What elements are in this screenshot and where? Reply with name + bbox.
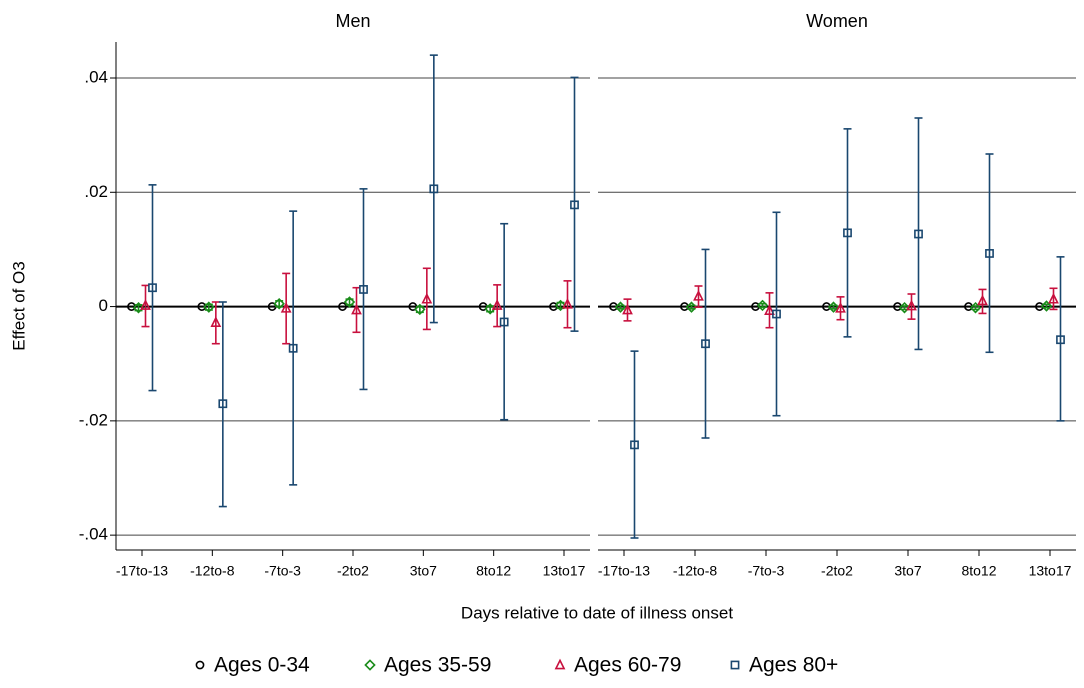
x-tick-label: -2to2 [821,563,853,579]
point [570,200,579,210]
x-tick-label: 13to17 [543,563,586,579]
point [554,299,567,312]
x-tick-label: -7to-3 [748,563,785,579]
point [414,303,426,316]
point [491,299,503,310]
point [693,289,704,301]
y-tick-label: .02 [84,182,108,201]
x-tick-label: -12to-8 [190,563,235,579]
point [756,299,769,312]
y-tick-label: -.04 [79,525,108,544]
point [977,294,988,306]
point [1056,335,1065,345]
x-tick-label: -7to-3 [264,563,301,579]
x-axis-label: Days relative to date of illness onset [461,603,733,622]
point [203,301,215,313]
point [351,303,362,315]
point [359,285,368,294]
point [914,229,923,239]
y-tick-label: -.02 [79,410,108,429]
point [1040,300,1053,312]
legend-label: Ages 60-79 [574,654,681,677]
point [499,317,509,327]
point [985,249,994,258]
point [614,301,627,313]
x-tick-label: -12to-8 [673,563,718,579]
point [969,301,982,314]
x-tick-label: -2to2 [337,563,369,579]
point [730,660,740,670]
legend-label: Ages 35-59 [384,654,491,677]
x-tick-label: 3to7 [410,563,437,579]
point [1048,292,1059,304]
y-tick-label: .04 [84,67,108,86]
y-axis-label: Effect of O3 [9,261,28,350]
point [622,303,633,315]
point [429,184,439,194]
point [140,299,151,310]
point [827,301,840,313]
point [343,296,356,308]
point [562,297,573,309]
point [273,297,285,310]
panel-title: Women [806,11,868,31]
point [280,301,292,313]
point [421,292,433,304]
point [685,301,698,313]
point [195,660,205,670]
point [906,299,917,311]
point [338,302,347,311]
point [843,228,852,238]
point [218,399,228,409]
x-tick-label: 13to17 [1029,563,1072,579]
point [630,440,639,450]
legend-label: Ages 0-34 [214,654,310,677]
x-tick-label: 8to12 [476,563,511,579]
point [132,301,145,314]
y-tick-label: 0 [99,296,108,315]
panel-title: Men [335,11,370,31]
point [898,301,911,314]
point [148,283,157,293]
point [288,343,298,353]
x-tick-label: -17to-13 [116,563,168,579]
point [364,659,376,671]
point [764,304,775,315]
point [772,309,781,319]
legend-label: Ages 80+ [749,654,838,677]
point [701,339,710,349]
point [835,301,846,313]
x-tick-label: 8to12 [961,563,996,579]
x-tick-label: -17to-13 [598,563,650,579]
point [554,658,566,670]
point [210,316,222,327]
x-tick-label: 3to7 [894,563,921,579]
